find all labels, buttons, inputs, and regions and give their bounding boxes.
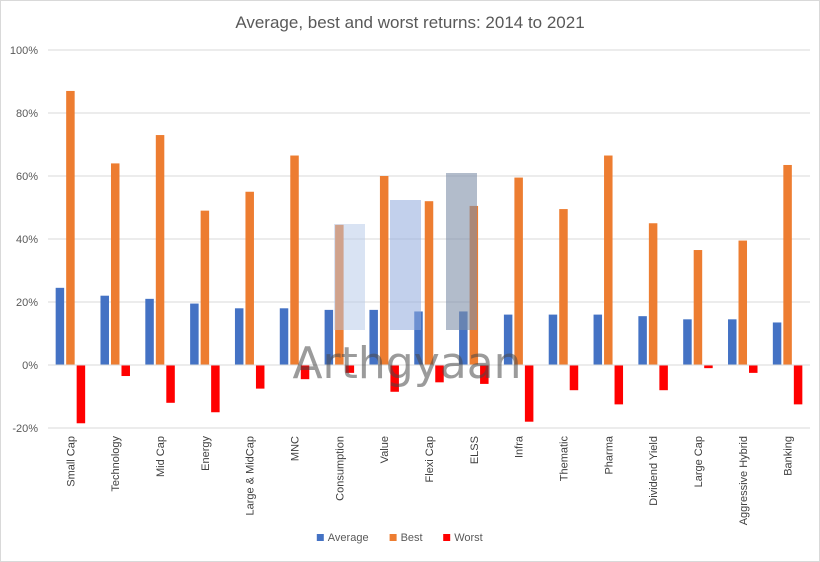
- bar-worst: [793, 365, 803, 405]
- watermark-logo-bar: [334, 224, 365, 330]
- bar-best: [66, 90, 75, 365]
- bar-average: [190, 303, 199, 365]
- legend-label-worst: Worst: [454, 532, 483, 544]
- bar-best: [110, 163, 120, 365]
- bar-worst: [121, 365, 130, 377]
- x-tick-label: ELSS: [469, 436, 481, 464]
- bar-average: [369, 309, 378, 365]
- watermark-text: Arthgyaan: [292, 338, 521, 389]
- y-tick-label: 60%: [16, 171, 38, 183]
- legend-swatch-worst: [443, 534, 451, 541]
- bar-best: [290, 155, 299, 365]
- bar-worst: [659, 365, 668, 391]
- x-tick-label: Mid Cap: [155, 436, 167, 477]
- bar-best: [200, 210, 210, 365]
- bar-average: [683, 319, 692, 365]
- legend-swatch-best: [389, 534, 397, 541]
- bar-worst: [480, 365, 489, 384]
- x-tick-label: Energy: [200, 436, 212, 471]
- bar-worst: [749, 365, 758, 373]
- chart-title: Average, best and worst returns: 2014 to…: [235, 13, 584, 32]
- y-tick-label: -20%: [12, 423, 38, 435]
- x-tick-label: Aggressive Hybrid: [738, 436, 750, 525]
- x-tick-label: Pharma: [603, 435, 615, 474]
- bar-average: [503, 314, 513, 365]
- bar-worst: [255, 365, 265, 389]
- bar-worst: [390, 365, 399, 392]
- bar-best: [693, 250, 703, 365]
- bar-best: [155, 135, 165, 365]
- bar-average: [100, 295, 109, 365]
- x-tick-label: Value: [379, 436, 391, 463]
- y-tick-label: 0%: [22, 360, 38, 372]
- bar-average: [145, 298, 154, 365]
- bar-best: [245, 191, 254, 365]
- bar-average: [593, 314, 603, 365]
- bar-average: [548, 314, 558, 365]
- y-tick-label: 100%: [10, 45, 38, 57]
- x-tick-label: Dividend Yield: [648, 436, 660, 506]
- legend-label-best: Best: [401, 532, 423, 544]
- bar-average: [638, 316, 647, 365]
- bar-worst: [166, 365, 175, 403]
- x-tick-label: Flexi Cap: [424, 436, 436, 482]
- bar-best: [738, 240, 748, 365]
- bar-worst: [614, 365, 624, 405]
- bar-average: [459, 311, 468, 365]
- bar-worst: [76, 365, 86, 424]
- bar-average: [728, 319, 737, 365]
- bar-best: [424, 201, 434, 365]
- bar-best: [514, 177, 523, 365]
- x-tick-label: Banking: [783, 436, 795, 476]
- bar-best: [379, 176, 389, 365]
- x-tick-label: MNC: [290, 436, 302, 461]
- watermark-logo-bar: [446, 173, 477, 330]
- y-tick-label: 80%: [16, 108, 38, 120]
- legend-swatch-average: [316, 534, 324, 541]
- bar-worst: [300, 365, 310, 380]
- bar-worst: [435, 365, 444, 383]
- bar-worst: [704, 365, 713, 369]
- x-tick-label: Consumption: [334, 436, 346, 501]
- bar-worst: [524, 365, 534, 422]
- x-tick-label: Small Cap: [65, 436, 77, 487]
- x-tick-label: Thematic: [558, 436, 570, 482]
- x-tick-label: Technology: [110, 436, 122, 492]
- bar-worst: [569, 365, 579, 391]
- bar-average: [414, 311, 423, 365]
- bar-worst: [345, 365, 355, 373]
- y-tick-label: 40%: [16, 234, 38, 246]
- y-tick-label: 20%: [16, 297, 38, 309]
- bar-average: [234, 308, 244, 365]
- bar-worst: [211, 365, 220, 413]
- bar-best: [559, 209, 568, 365]
- bar-average: [772, 322, 782, 365]
- x-tick-label: Large & MidCap: [245, 436, 257, 516]
- watermark-logo-bar: [390, 200, 421, 330]
- bar-average: [279, 308, 289, 365]
- x-tick-label: Large Cap: [693, 436, 705, 487]
- bar-average: [324, 309, 334, 365]
- bar-best: [648, 223, 658, 365]
- x-tick-label: Infra: [514, 435, 526, 458]
- bar-best: [783, 164, 792, 365]
- bar-best: [604, 155, 613, 365]
- bar-average: [55, 287, 65, 365]
- legend-label-average: Average: [328, 532, 369, 544]
